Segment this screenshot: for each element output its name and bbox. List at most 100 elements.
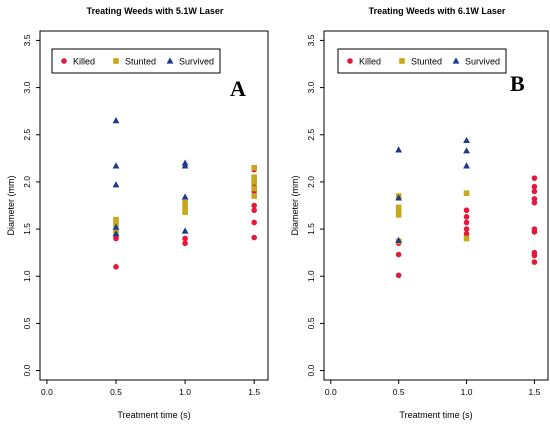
data-point-killed [463,226,470,232]
series-killed [113,166,257,270]
data-point-killed [395,272,402,279]
x-tick-label: 0.5 [110,387,122,397]
chart-title: Treating Weeds with 6.1W Laser [369,6,506,16]
data-point-killed [182,235,188,242]
data-point-killed [531,226,538,232]
panel-a: Treating Weeds with 5.1W Laser 0.0 0.5 1.0 1… [6,6,269,420]
x-tick-label: 1.0 [461,387,473,397]
y-tick-label: 1.0 [22,270,32,282]
data-point-stunted [182,204,188,211]
y-tick-label: 3.5 [306,34,316,46]
y-tick-label: 3.0 [306,81,316,93]
data-point-killed [531,188,538,195]
legend-label-survived: Survived [465,57,500,67]
data-point-stunted [182,199,188,206]
data-point-killed [395,251,402,258]
data-point-survived [112,230,120,237]
data-point-stunted [463,235,470,242]
data-point-survived [112,117,120,124]
y-tick-label: 0.5 [22,317,32,329]
x-tick-label: 0.0 [325,387,337,397]
y-tick-label: 2.5 [22,129,32,141]
legend-box [337,48,507,74]
data-point-stunted [182,209,188,215]
data-point-killed [531,259,538,265]
panel-label: B [510,71,525,96]
legend: Killed Stunted Survived [337,48,507,74]
data-point-killed [531,183,538,190]
y-tick-label: 1.5 [306,223,316,235]
data-point-killed [531,196,538,202]
data-point-killed [531,249,538,256]
y-tick-label: 0.0 [22,364,32,376]
data-point-killed [463,230,470,237]
series-stunted [395,190,470,245]
data-point-stunted [251,179,257,185]
data-point-stunted [251,174,257,181]
legend-label-killed: Killed [359,57,381,67]
legend-box [51,48,221,74]
legend-label-survived: Survived [179,57,214,67]
data-point-killed [113,264,119,270]
data-point-survived [395,194,403,201]
data-point-killed [463,219,470,226]
data-point-survived [181,162,189,169]
data-point-survived [181,227,189,234]
data-point-survived [181,193,189,200]
x-axis-label: Treatment time (s) [399,410,472,420]
data-point-killed [531,175,538,181]
x-axis-label: Treatment time (s) [117,410,190,420]
x-tick-label: 1.0 [179,387,191,397]
y-tick-label: 3.5 [22,34,32,46]
legend-marker-killed [61,58,67,64]
y-axis-label: Diameter (mm) [6,175,16,235]
chart-title: Treating Weeds with 5.1W Laser [87,6,224,16]
data-point-survived [112,162,120,169]
data-point-stunted [251,193,257,199]
data-point-survived [463,136,470,144]
x-tick-label: 0.5 [393,387,405,397]
series-survived [112,117,189,237]
y-tick-label: 0.5 [306,317,316,329]
data-point-survived [395,146,403,153]
y-tick-label: 2.5 [306,129,316,141]
legend-label-stunted: Stunted [411,57,442,67]
data-point-killed [251,202,257,209]
legend: Killed Stunted Survived [51,48,221,74]
data-point-survived [463,162,470,169]
y-tick-label: 2.0 [22,176,32,188]
data-point-stunted [395,204,402,211]
legend-marker-stunted [399,58,405,64]
data-point-stunted [395,212,402,218]
y-tick-label: 1.0 [306,270,316,282]
legend-marker-survived [452,57,460,64]
data-point-stunted [251,185,257,192]
data-point-stunted [251,164,257,171]
data-point-killed [251,219,257,226]
data-point-killed [463,207,470,214]
data-point-survived [395,236,403,243]
x-tick-label: 1.5 [529,387,541,397]
legend-marker-survived [166,57,174,64]
plot-frame [323,30,549,381]
data-point-killed [463,214,470,220]
data-point-killed [182,240,188,247]
data-point-killed [251,234,257,241]
data-point-stunted [113,216,119,223]
x-tick-label: 0.0 [41,387,53,397]
data-point-survived [463,147,470,154]
data-point-stunted [463,190,470,197]
x-tick-label: 1.5 [248,387,260,397]
legend-label-stunted: Stunted [125,57,156,67]
y-tick-label: 0.0 [306,364,316,376]
y-tick-label: 2.0 [306,176,316,188]
legend-label-killed: Killed [73,57,95,67]
data-point-stunted [395,209,402,215]
data-point-killed [251,207,257,214]
data-point-survived [112,181,120,188]
y-tick-label: 1.5 [22,223,32,235]
y-axis-label: Diameter (mm) [290,175,300,235]
data-point-survived [112,223,120,230]
panel-b: Treating Weeds with 6.1W Laser 0.0 0.5 1.0 1… [290,6,549,420]
